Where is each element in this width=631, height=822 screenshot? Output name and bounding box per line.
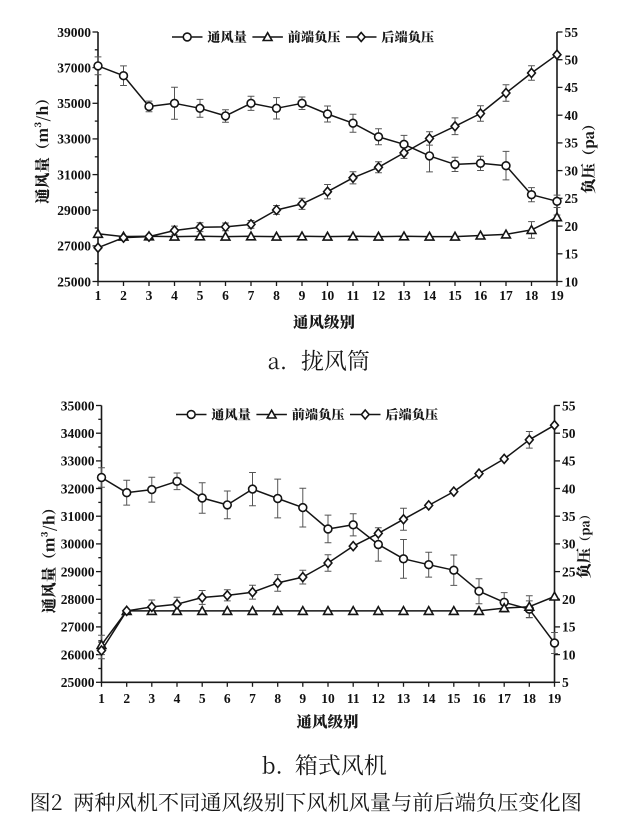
svg-text:19: 19 bbox=[548, 691, 562, 706]
svg-text:7: 7 bbox=[249, 691, 256, 706]
svg-text:6: 6 bbox=[224, 691, 231, 706]
svg-text:2: 2 bbox=[120, 288, 127, 303]
svg-text:10: 10 bbox=[565, 274, 579, 289]
svg-text:11: 11 bbox=[347, 691, 360, 706]
svg-text:30: 30 bbox=[565, 163, 579, 178]
svg-text:15: 15 bbox=[562, 620, 576, 635]
svg-text:1: 1 bbox=[98, 691, 105, 706]
svg-text:14: 14 bbox=[423, 288, 437, 303]
svg-text:10: 10 bbox=[562, 647, 576, 662]
svg-text:29000: 29000 bbox=[57, 203, 91, 218]
svg-text:25000: 25000 bbox=[57, 274, 91, 289]
svg-text:20: 20 bbox=[565, 219, 579, 234]
svg-text:50: 50 bbox=[565, 53, 579, 68]
svg-text:55: 55 bbox=[565, 25, 579, 40]
svg-text:45: 45 bbox=[562, 454, 576, 469]
svg-text:17: 17 bbox=[497, 691, 511, 706]
svg-text:6: 6 bbox=[222, 288, 229, 303]
svg-text:35000: 35000 bbox=[57, 96, 91, 111]
svg-text:40: 40 bbox=[565, 108, 579, 123]
svg-text:5: 5 bbox=[199, 691, 206, 706]
svg-text:18: 18 bbox=[525, 288, 539, 303]
svg-text:9: 9 bbox=[299, 288, 306, 303]
svg-text:12: 12 bbox=[372, 288, 386, 303]
svg-text:35: 35 bbox=[565, 136, 579, 151]
svg-text:8: 8 bbox=[274, 691, 281, 706]
svg-text:14: 14 bbox=[422, 691, 436, 706]
svg-text:5: 5 bbox=[197, 288, 204, 303]
svg-text:4: 4 bbox=[171, 288, 178, 303]
svg-text:9: 9 bbox=[299, 691, 306, 706]
svg-text:12: 12 bbox=[372, 691, 386, 706]
svg-text:25: 25 bbox=[562, 564, 576, 579]
svg-text:27000: 27000 bbox=[61, 620, 95, 635]
svg-text:1: 1 bbox=[95, 288, 102, 303]
svg-text:17: 17 bbox=[499, 288, 513, 303]
svg-text:8: 8 bbox=[273, 288, 280, 303]
svg-text:37000: 37000 bbox=[57, 60, 91, 75]
svg-text:35000: 35000 bbox=[61, 398, 95, 413]
svg-text:39000: 39000 bbox=[57, 25, 91, 40]
svg-text:16: 16 bbox=[472, 691, 486, 706]
svg-text:3: 3 bbox=[148, 691, 155, 706]
svg-text:13: 13 bbox=[397, 288, 411, 303]
svg-text:29000: 29000 bbox=[61, 564, 95, 579]
svg-text:15: 15 bbox=[448, 288, 462, 303]
svg-text:33000: 33000 bbox=[57, 132, 91, 147]
svg-text:19: 19 bbox=[550, 288, 564, 303]
svg-text:30000: 30000 bbox=[61, 537, 95, 552]
svg-text:5: 5 bbox=[562, 675, 569, 690]
svg-text:16: 16 bbox=[474, 288, 488, 303]
svg-text:25: 25 bbox=[565, 191, 579, 206]
svg-text:33000: 33000 bbox=[61, 454, 95, 469]
svg-text:20: 20 bbox=[562, 592, 576, 607]
svg-text:55: 55 bbox=[562, 398, 576, 413]
svg-text:4: 4 bbox=[174, 691, 181, 706]
svg-text:27000: 27000 bbox=[57, 239, 91, 254]
svg-text:40: 40 bbox=[562, 481, 576, 496]
svg-text:28000: 28000 bbox=[61, 592, 95, 607]
svg-text:30: 30 bbox=[562, 537, 576, 552]
svg-text:32000: 32000 bbox=[61, 481, 95, 496]
svg-text:31000: 31000 bbox=[57, 167, 91, 182]
svg-text:3: 3 bbox=[146, 288, 153, 303]
svg-text:10: 10 bbox=[321, 691, 335, 706]
svg-text:15: 15 bbox=[565, 247, 579, 262]
svg-text:26000: 26000 bbox=[61, 647, 95, 662]
svg-text:2: 2 bbox=[123, 691, 130, 706]
svg-text:18: 18 bbox=[523, 691, 537, 706]
svg-text:35: 35 bbox=[562, 509, 576, 524]
svg-text:15: 15 bbox=[447, 691, 461, 706]
svg-text:10: 10 bbox=[321, 288, 335, 303]
svg-text:25000: 25000 bbox=[61, 675, 95, 690]
svg-text:7: 7 bbox=[248, 288, 255, 303]
svg-text:34000: 34000 bbox=[61, 426, 95, 441]
svg-text:13: 13 bbox=[397, 691, 411, 706]
svg-text:50: 50 bbox=[562, 426, 576, 441]
svg-text:31000: 31000 bbox=[61, 509, 95, 524]
svg-text:45: 45 bbox=[565, 80, 579, 95]
svg-text:11: 11 bbox=[347, 288, 360, 303]
